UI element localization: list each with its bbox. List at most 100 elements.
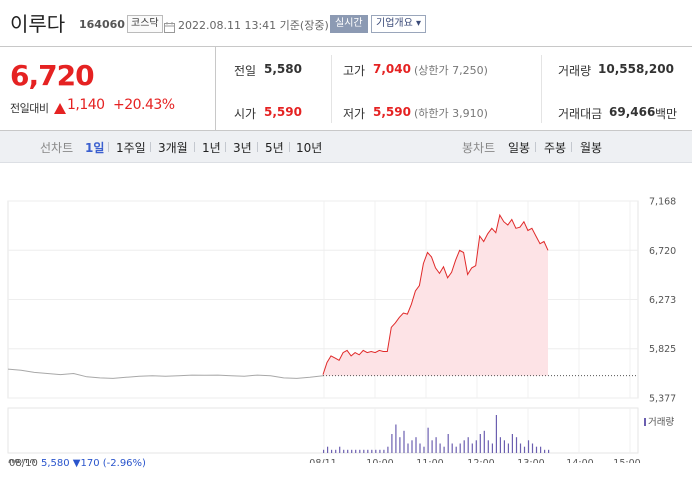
y-tick-label: 5,377 bbox=[649, 394, 676, 405]
volume-label: 거래량 bbox=[558, 64, 592, 78]
prev-close-label: 전일 bbox=[234, 64, 257, 78]
volume-bar bbox=[447, 434, 449, 453]
volume-bar bbox=[335, 449, 337, 453]
high-value: 7,040 bbox=[373, 62, 411, 76]
volume-bar bbox=[467, 437, 469, 453]
volume-bar bbox=[451, 443, 453, 453]
volume-bar bbox=[339, 446, 341, 453]
y-tick-label: 6,720 bbox=[649, 246, 676, 257]
x-tick-label: 15:00 bbox=[613, 458, 640, 463]
volume-bar bbox=[511, 434, 513, 453]
current-price-box: 6,720 전일대비 1,140 +20.43% bbox=[0, 47, 216, 130]
volume-bar bbox=[371, 449, 373, 453]
volume-bar bbox=[503, 440, 505, 453]
current-price: 6,720 bbox=[10, 59, 95, 92]
volume-bar bbox=[439, 443, 441, 453]
volume-bar bbox=[495, 415, 497, 453]
line-chart-label: 선차트 bbox=[40, 141, 74, 155]
prev-day-line bbox=[7, 368, 324, 379]
volume-bar bbox=[531, 443, 534, 453]
volume-bar bbox=[491, 443, 493, 453]
trade-value: 69,466 bbox=[609, 105, 656, 119]
x-tick-label: 08/11 bbox=[309, 458, 336, 463]
period-3month[interactable]: 3개월 bbox=[158, 141, 188, 155]
volume-bar bbox=[435, 437, 437, 453]
change-amount: 1,140 bbox=[67, 97, 105, 113]
candle-chart-label: 봉차트 bbox=[462, 141, 496, 155]
volume-bar bbox=[359, 449, 361, 453]
volume-bar bbox=[431, 440, 433, 453]
volume-bar bbox=[395, 424, 397, 453]
volume-bar bbox=[387, 446, 389, 453]
volume-bar bbox=[343, 449, 345, 453]
timestamp: 2022.08.11 13:41 기준(장중) bbox=[178, 19, 329, 32]
volume-bar bbox=[507, 443, 509, 453]
volume-legend-label: 거래량 bbox=[648, 416, 674, 428]
volume-bar bbox=[407, 443, 409, 453]
period-10year[interactable]: 10년 bbox=[296, 141, 323, 155]
company-overview-dropdown[interactable]: 기업개요 ▾ bbox=[371, 15, 426, 33]
candle-monthly[interactable]: 월봉 bbox=[580, 141, 603, 155]
high-label: 고가 bbox=[343, 64, 366, 78]
candle-weekly[interactable]: 주봉 bbox=[544, 141, 567, 155]
volume-bar bbox=[403, 430, 405, 453]
today-price-line bbox=[322, 213, 549, 375]
volume-bar bbox=[475, 440, 477, 453]
volume-bar bbox=[399, 437, 401, 453]
volume-bar bbox=[327, 446, 329, 453]
price-chart: 7,168 6,720 6,273 5,825 5,377 08/10 08/11 10:00… bbox=[7, 197, 676, 463]
volume-bar bbox=[375, 449, 377, 453]
x-tick-label: 08/10 bbox=[8, 458, 35, 463]
x-tick-label: 11:00 bbox=[416, 458, 443, 463]
volume-value: 10,558,200 bbox=[598, 62, 674, 76]
volume-bar bbox=[463, 440, 465, 453]
volume-bar bbox=[523, 446, 526, 453]
period-1year[interactable]: 1년 bbox=[202, 141, 221, 155]
volume-bar bbox=[483, 430, 485, 453]
lower-limit: (하한가 3,910) bbox=[414, 107, 488, 120]
volume-bar bbox=[471, 443, 473, 453]
volume-legend-swatch bbox=[644, 418, 646, 426]
volume-bar bbox=[411, 440, 413, 453]
volume-bar bbox=[367, 449, 369, 453]
open-label: 시가 bbox=[234, 107, 257, 121]
x-tick-label: 12:00 bbox=[467, 458, 494, 463]
upper-limit: (상한가 7,250) bbox=[414, 64, 488, 77]
volume-bar bbox=[427, 427, 429, 453]
trade-value-unit: 백만 bbox=[655, 107, 678, 121]
candle-daily[interactable]: 일봉 bbox=[508, 141, 531, 155]
volume-bar bbox=[391, 434, 393, 453]
period-3year[interactable]: 3년 bbox=[233, 141, 252, 155]
price-panel: 6,720 전일대비 1,140 +20.43% 전일 5,580 고가 7,0… bbox=[0, 46, 692, 131]
stock-code: 164060 bbox=[79, 18, 125, 31]
volume-bar bbox=[355, 449, 357, 453]
chart-toolbar: 선차트 1일 1주일 3개월 1년 3년 5년 10년 봉차트 일봉 주봉 월봉 bbox=[0, 131, 692, 163]
period-1week[interactable]: 1주일 bbox=[116, 141, 146, 155]
volume-bar bbox=[527, 440, 530, 453]
volume-bar bbox=[383, 449, 385, 453]
volume-bar bbox=[455, 446, 457, 453]
period-1day[interactable]: 1일 bbox=[85, 141, 105, 155]
volume-bar bbox=[540, 446, 542, 453]
y-tick-label: 7,168 bbox=[649, 197, 676, 208]
volume-bar bbox=[347, 449, 349, 453]
volume-bar bbox=[548, 449, 550, 453]
volume-bar bbox=[351, 449, 353, 453]
realtime-button[interactable]: 실시간 bbox=[330, 15, 368, 33]
y-tick-label: 5,825 bbox=[649, 344, 676, 355]
x-tick-label: 14:00 bbox=[566, 458, 593, 463]
y-tick-label: 6,273 bbox=[649, 295, 676, 306]
footer-prev-date: 08/10 bbox=[9, 458, 38, 469]
volume-bar bbox=[499, 437, 501, 453]
volume-frame bbox=[7, 407, 639, 454]
period-5year[interactable]: 5년 bbox=[265, 141, 284, 155]
volume-bar bbox=[459, 443, 461, 453]
volume-bar bbox=[363, 449, 365, 453]
volume-bar bbox=[423, 446, 425, 453]
volume-bar bbox=[519, 443, 522, 453]
market-badge: 코스닥 bbox=[127, 15, 163, 33]
volume-bar bbox=[443, 446, 445, 453]
volume-bar bbox=[379, 449, 381, 453]
today-area bbox=[323, 215, 548, 376]
volume-bar bbox=[487, 440, 489, 453]
